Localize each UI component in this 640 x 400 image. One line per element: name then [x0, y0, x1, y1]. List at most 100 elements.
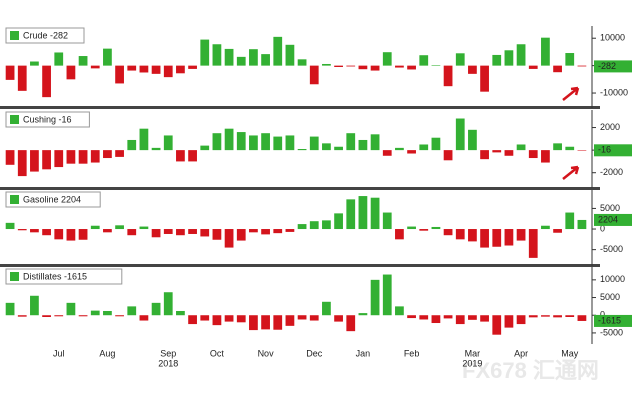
bar: [322, 63, 331, 66]
y-tick-label: -5000: [600, 327, 623, 337]
bar: [42, 65, 51, 98]
separator: [0, 187, 600, 190]
bar: [309, 136, 319, 151]
bar: [236, 56, 246, 66]
bar: [334, 213, 343, 230]
legend-box: [5, 27, 85, 44]
bar: [541, 37, 550, 66]
y-tick-label: 0: [600, 223, 605, 233]
bar: [407, 315, 416, 319]
bar: [553, 315, 562, 318]
bar: [17, 229, 27, 231]
bar: [419, 315, 429, 320]
x-tick-label: Jul: [53, 348, 65, 358]
bar: [78, 315, 88, 317]
bar: [224, 315, 234, 322]
bar: [358, 139, 368, 151]
bar: [66, 302, 76, 316]
bar: [480, 65, 489, 92]
bar: [565, 212, 575, 230]
x-tick-label: May: [561, 348, 579, 358]
bar: [261, 54, 270, 66]
legend-box: [5, 268, 123, 285]
bar: [407, 65, 416, 70]
bar: [309, 65, 319, 85]
bar: [249, 315, 258, 331]
bar: [66, 229, 76, 241]
bar: [322, 220, 331, 230]
bar: [395, 306, 404, 316]
legend-label: Distillates -1615: [23, 271, 87, 281]
bar: [151, 229, 161, 238]
bar: [42, 229, 51, 236]
bar: [431, 137, 441, 151]
bar: [249, 135, 258, 151]
bar: [480, 315, 489, 322]
bar: [468, 65, 477, 74]
bar: [127, 65, 137, 71]
bar: [236, 132, 246, 151]
bar: [200, 229, 210, 237]
bar: [322, 143, 331, 151]
bar: [334, 315, 343, 322]
bar: [103, 48, 112, 66]
bar: [151, 302, 161, 316]
bar: [5, 150, 15, 165]
bar: [309, 315, 319, 321]
legend-swatch: [10, 195, 19, 204]
y-tick-label: -2000: [600, 167, 623, 177]
bar: [468, 129, 477, 151]
arrow: [562, 165, 580, 180]
bar: [115, 225, 124, 230]
x-tick-label: Jan: [356, 348, 371, 358]
bar: [163, 292, 173, 316]
bar: [66, 65, 76, 80]
year-label: 2019: [462, 358, 482, 368]
last-value-tag: [594, 60, 632, 73]
bar: [176, 65, 185, 74]
bar: [297, 315, 307, 320]
bar: [200, 39, 210, 66]
bar: [528, 229, 538, 258]
bar: [139, 128, 149, 151]
bar: [273, 315, 283, 330]
y-tick-label: -5000: [600, 244, 623, 254]
bar: [285, 135, 295, 151]
bar: [577, 65, 587, 67]
x-tick-label: Aug: [99, 348, 115, 358]
bar: [5, 302, 15, 316]
bar: [163, 65, 173, 78]
bar: [30, 61, 39, 66]
bar: [443, 229, 453, 236]
bar: [90, 150, 100, 163]
bar: [504, 315, 514, 328]
bar: [577, 219, 587, 230]
bar: [5, 222, 15, 230]
bar: [188, 150, 197, 162]
x-tick-label: Feb: [404, 348, 420, 358]
bar: [127, 306, 137, 316]
bar: [103, 229, 112, 233]
bar: [468, 315, 477, 320]
bar: [139, 315, 149, 321]
bar: [163, 229, 173, 234]
bar: [224, 229, 234, 248]
bar: [78, 229, 88, 240]
x-tick-label: Sep: [160, 348, 176, 358]
bar: [54, 315, 64, 317]
bar: [90, 225, 100, 230]
bar: [455, 229, 465, 240]
bar: [285, 44, 295, 66]
last-value-label: -16: [598, 145, 611, 155]
x-tick-label: Apr: [514, 348, 528, 358]
bar: [127, 229, 137, 236]
legend-box: [5, 111, 90, 128]
bar: [200, 145, 210, 151]
bar: [395, 65, 404, 68]
bar: [78, 56, 88, 66]
bar: [90, 65, 100, 69]
bar: [17, 315, 27, 317]
bar: [370, 197, 380, 230]
bar: [443, 315, 453, 319]
